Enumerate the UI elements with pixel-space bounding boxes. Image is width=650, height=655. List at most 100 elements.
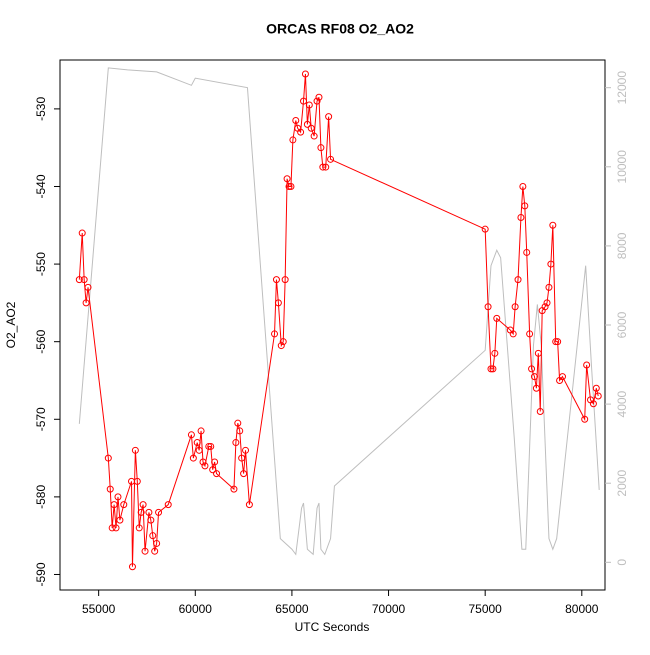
data-point bbox=[536, 408, 544, 416]
data-point bbox=[301, 70, 309, 78]
x-tick-label: 65000 bbox=[275, 602, 309, 616]
data-point bbox=[110, 501, 118, 509]
data-point bbox=[242, 446, 250, 454]
data-point bbox=[271, 330, 279, 338]
y2-tick-label: 8000 bbox=[615, 232, 629, 259]
data-point bbox=[491, 349, 499, 357]
data-point bbox=[141, 547, 149, 555]
data-point bbox=[297, 128, 305, 136]
data-point bbox=[322, 163, 330, 171]
data-point bbox=[78, 229, 86, 237]
data-point bbox=[558, 373, 566, 381]
data-point bbox=[493, 314, 501, 322]
data-point bbox=[581, 415, 589, 423]
y2-tick-label: 12000 bbox=[615, 71, 629, 105]
data-point bbox=[549, 221, 557, 229]
data-point bbox=[509, 330, 517, 338]
data-point bbox=[234, 419, 242, 427]
data-point bbox=[112, 524, 120, 532]
y-tick-label: -550 bbox=[34, 252, 48, 276]
y-tick-label: -590 bbox=[34, 562, 48, 586]
data-point bbox=[75, 276, 83, 284]
data-point bbox=[230, 485, 238, 493]
data-point bbox=[207, 442, 215, 450]
x-axis-label: UTC Seconds bbox=[295, 620, 370, 634]
data-point bbox=[151, 547, 159, 555]
data-point bbox=[133, 477, 141, 485]
data-point bbox=[145, 508, 153, 516]
data-point bbox=[287, 182, 295, 190]
data-point bbox=[135, 524, 143, 532]
data-point bbox=[193, 439, 201, 447]
data-point bbox=[519, 182, 527, 190]
data-point bbox=[209, 466, 217, 474]
series-line bbox=[78, 67, 600, 556]
data-point bbox=[484, 303, 492, 311]
series-line bbox=[78, 73, 599, 567]
data-point bbox=[319, 163, 327, 171]
data-point bbox=[277, 342, 285, 350]
data-point bbox=[114, 493, 122, 501]
data-point bbox=[147, 516, 155, 524]
data-point bbox=[232, 439, 240, 447]
y-tick-label: -530 bbox=[34, 97, 48, 121]
data-point bbox=[240, 470, 248, 478]
data-point bbox=[272, 276, 280, 284]
data-point bbox=[592, 384, 600, 392]
y2-tick-label: 0 bbox=[615, 559, 629, 566]
x-tick-label: 80000 bbox=[565, 602, 599, 616]
data-point bbox=[238, 454, 246, 462]
data-point bbox=[139, 501, 147, 509]
data-point bbox=[327, 155, 335, 163]
data-point bbox=[106, 485, 114, 493]
data-point bbox=[137, 508, 145, 516]
y2-tick-label: 4000 bbox=[615, 390, 629, 417]
data-point bbox=[236, 427, 244, 435]
data-point bbox=[521, 202, 529, 210]
data-point bbox=[120, 501, 128, 509]
y-tick-label: -570 bbox=[34, 407, 48, 431]
data-point bbox=[317, 144, 325, 152]
x-tick-label: 75000 bbox=[468, 602, 502, 616]
y2-tick-label: 2000 bbox=[615, 470, 629, 497]
data-point bbox=[279, 338, 287, 346]
y2-tick-label: 6000 bbox=[615, 311, 629, 338]
data-point bbox=[543, 299, 551, 307]
data-point bbox=[155, 508, 163, 516]
data-point bbox=[594, 392, 602, 400]
data-point bbox=[589, 400, 597, 408]
data-point bbox=[128, 563, 136, 571]
chart-title: ORCAS RF08 O2_AO2 bbox=[266, 21, 414, 37]
data-point bbox=[116, 516, 124, 524]
data-point bbox=[523, 248, 531, 256]
data-point bbox=[211, 458, 219, 466]
data-point bbox=[205, 442, 213, 450]
data-point bbox=[187, 431, 195, 439]
data-point bbox=[541, 303, 549, 311]
data-point bbox=[545, 283, 553, 291]
data-point bbox=[313, 97, 321, 105]
data-point bbox=[108, 524, 116, 532]
data-point bbox=[481, 225, 489, 233]
data-point bbox=[530, 373, 538, 381]
data-point bbox=[325, 113, 333, 121]
data-point bbox=[303, 120, 311, 128]
data-point bbox=[292, 117, 300, 125]
data-point bbox=[489, 365, 497, 373]
data-point bbox=[552, 338, 560, 346]
data-point bbox=[300, 97, 308, 105]
data-point bbox=[201, 462, 209, 470]
data-point bbox=[199, 458, 207, 466]
y-tick-label: -540 bbox=[34, 174, 48, 198]
data-point bbox=[534, 349, 542, 357]
data-point bbox=[487, 365, 495, 373]
data-point bbox=[547, 260, 555, 268]
data-point bbox=[305, 101, 313, 109]
data-point bbox=[131, 446, 139, 454]
data-point bbox=[289, 136, 297, 144]
y-tick-label: -560 bbox=[34, 329, 48, 353]
data-point bbox=[315, 93, 323, 101]
data-point bbox=[82, 299, 90, 307]
data-point bbox=[213, 470, 221, 478]
